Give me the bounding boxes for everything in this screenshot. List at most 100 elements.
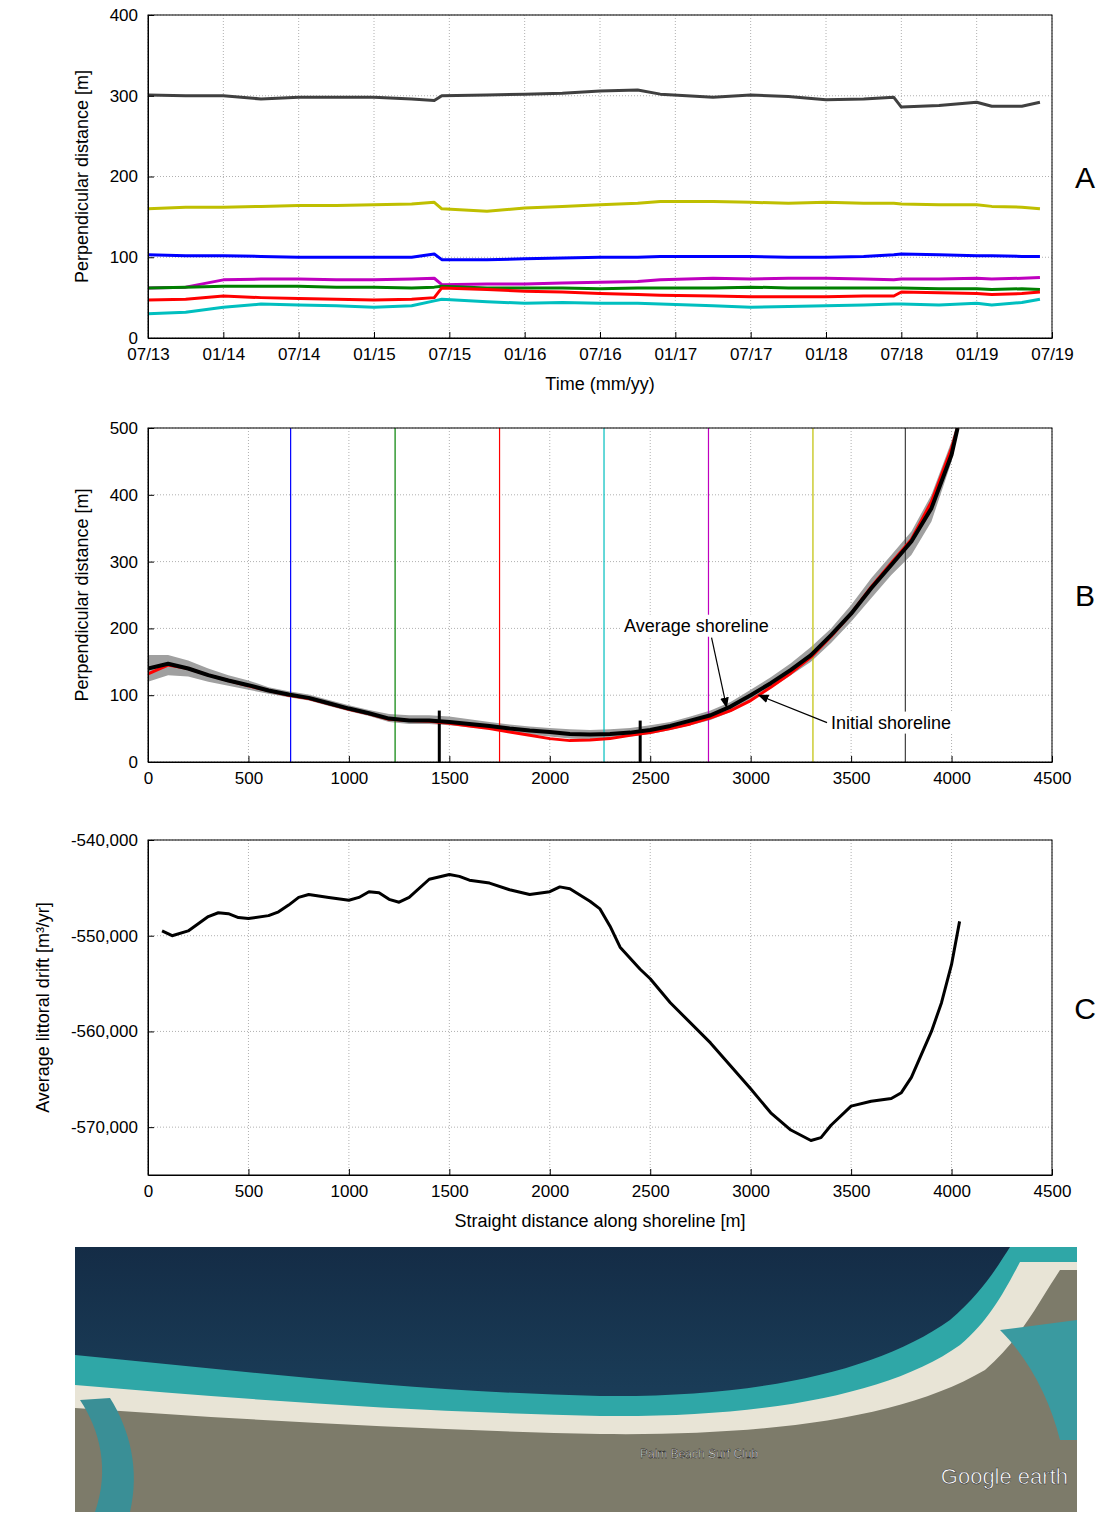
plot-frame <box>148 428 1052 762</box>
axis-line <box>149 1175 1053 1176</box>
grid-line <box>248 428 249 762</box>
tick: 07/16 <box>579 332 622 364</box>
y-axis-title: Perpendicular distance [m] <box>72 70 92 283</box>
tick-mark <box>148 428 154 429</box>
tick: 07/14 <box>278 332 321 364</box>
tick-label: 3000 <box>732 769 770 788</box>
tick-mark <box>1052 332 1053 338</box>
river-mouth <box>80 1398 134 1512</box>
tick: 300 <box>110 87 154 106</box>
series-line <box>148 202 1040 212</box>
tick-label: 07/14 <box>278 345 321 364</box>
tick-label: 3500 <box>833 769 871 788</box>
tick: 1000 <box>330 1169 368 1201</box>
tick-mark <box>349 756 350 762</box>
surf-zone <box>75 1247 1077 1512</box>
tick-label: 100 <box>110 686 138 705</box>
tick-mark <box>148 96 154 97</box>
tick-label: 500 <box>110 419 138 438</box>
tick: 01/17 <box>655 332 698 364</box>
grid <box>148 840 1052 1175</box>
tick: -550,000 <box>71 927 154 946</box>
tick: -560,000 <box>71 1022 154 1041</box>
transect-line <box>708 428 709 762</box>
annotation: Average shoreline <box>622 615 771 707</box>
grid-line <box>851 840 852 1175</box>
tick-mark <box>550 756 551 762</box>
tick-mark <box>1052 1169 1053 1175</box>
tick-label: -560,000 <box>71 1022 138 1041</box>
series-line <box>148 254 1040 260</box>
tick-mark <box>952 1169 953 1175</box>
grid-line <box>549 428 550 762</box>
grid-line <box>148 628 1052 629</box>
tick-label: 0 <box>144 769 153 788</box>
tick-mark <box>223 332 224 338</box>
x-axis: 050010001500200025003000350040004500 <box>144 1169 1072 1201</box>
tick-label: 01/18 <box>805 345 848 364</box>
tick-label: 3500 <box>833 1182 871 1201</box>
tick-mark <box>248 1169 249 1175</box>
tick-mark <box>148 1127 154 1128</box>
tick: -540,000 <box>71 831 154 850</box>
structure-line <box>438 711 441 762</box>
tick-mark <box>901 332 902 338</box>
grid-line <box>148 935 1052 936</box>
tick: 01/16 <box>504 332 547 364</box>
tick-label: 01/17 <box>655 345 698 364</box>
tick-label: 400 <box>110 486 138 505</box>
tick-mark <box>851 756 852 762</box>
grid-line <box>650 840 651 1175</box>
plot-area <box>162 874 960 1140</box>
tick-mark <box>650 756 651 762</box>
tick-mark <box>449 756 450 762</box>
y-axis: 0100200300400 <box>110 6 154 348</box>
tick: 07/17 <box>730 332 773 364</box>
annotation: Initial shoreline <box>759 695 953 733</box>
tick-label: 300 <box>110 553 138 572</box>
tick: 1500 <box>431 1169 469 1201</box>
tick-mark <box>550 1169 551 1175</box>
tick: 3000 <box>732 1169 770 1201</box>
annotation-background <box>829 712 953 734</box>
tick-mark <box>148 257 154 258</box>
land <box>75 1270 1077 1512</box>
transect-line <box>499 428 500 762</box>
tick-mark <box>851 1169 852 1175</box>
tick-mark <box>148 936 154 937</box>
tick: 1000 <box>330 756 368 788</box>
tick: -570,000 <box>71 1118 154 1137</box>
axis-line <box>149 762 1053 763</box>
tick-mark <box>148 338 154 339</box>
tick-label: -550,000 <box>71 927 138 946</box>
grid-line <box>524 15 525 338</box>
panel-letter: C <box>1074 992 1096 1025</box>
tick-mark <box>148 495 154 496</box>
tick-label: 300 <box>110 87 138 106</box>
grid <box>148 15 1052 338</box>
panel: 0500100015002000250030003500400045000100… <box>72 419 1095 788</box>
annotation-background <box>622 615 771 637</box>
axis-line <box>148 429 149 763</box>
tick-label: 2000 <box>531 1182 569 1201</box>
annotation-text: Average shoreline <box>624 616 769 636</box>
plot-frame <box>148 840 1052 1175</box>
structure-line <box>639 721 642 762</box>
tick-label: 07/19 <box>1031 345 1074 364</box>
transect-line <box>812 428 813 762</box>
tick-mark <box>148 177 154 178</box>
tick-mark <box>977 332 978 338</box>
tick: 4000 <box>933 1169 971 1201</box>
tick-label: 500 <box>235 1182 263 1201</box>
y-axis: -570,000 -560,000 -550,000 -540,000 <box>71 831 154 1176</box>
tick-label: 01/16 <box>504 345 547 364</box>
image-label: Palm Beach Surf Club <box>640 1447 758 1461</box>
grid-line <box>148 1031 1052 1032</box>
tick-label: 1000 <box>330 769 368 788</box>
tick-label: 1000 <box>330 1182 368 1201</box>
tick-label: 07/18 <box>881 345 924 364</box>
tick: 200 <box>110 167 154 186</box>
series-line <box>148 90 1040 107</box>
tick-mark <box>148 695 154 696</box>
grid-line <box>148 176 1052 177</box>
